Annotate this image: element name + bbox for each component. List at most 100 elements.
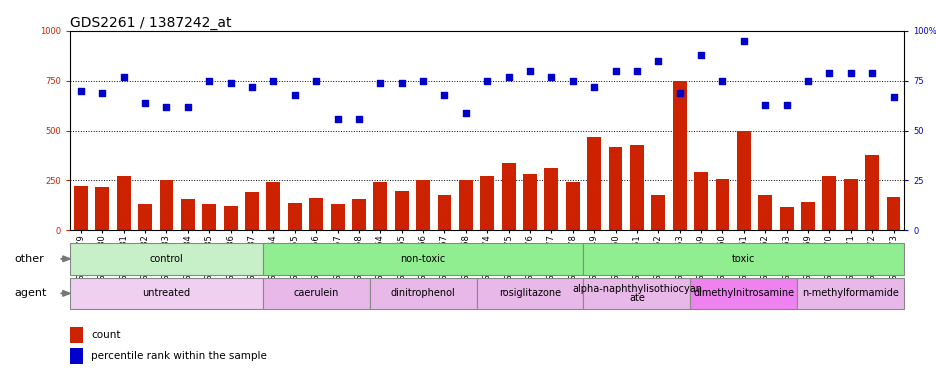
Bar <box>629 144 643 230</box>
Text: caerulein: caerulein <box>293 288 339 298</box>
Bar <box>822 177 836 230</box>
Bar <box>224 207 238 230</box>
Bar <box>309 199 323 230</box>
Point <box>799 78 814 84</box>
Point <box>159 104 174 110</box>
Text: other: other <box>14 254 44 264</box>
Bar <box>583 243 903 275</box>
Text: untreated: untreated <box>142 288 190 298</box>
Point <box>73 88 88 94</box>
Text: toxic: toxic <box>731 254 754 264</box>
Bar <box>672 81 686 230</box>
Point <box>116 74 131 80</box>
Point <box>95 89 110 96</box>
Bar <box>651 195 665 230</box>
Bar <box>394 192 408 230</box>
Bar <box>70 348 82 364</box>
Text: non-toxic: non-toxic <box>400 254 446 264</box>
Bar <box>373 182 387 230</box>
Point <box>308 78 323 84</box>
Bar <box>202 204 216 230</box>
Point <box>671 89 686 96</box>
Text: GDS2261 / 1387242_at: GDS2261 / 1387242_at <box>70 16 231 30</box>
Text: agent: agent <box>14 288 47 298</box>
Bar <box>287 204 301 230</box>
Text: alpha-naphthylisothiocyan
ate: alpha-naphthylisothiocyan ate <box>571 284 701 303</box>
Bar <box>262 243 583 275</box>
Point <box>479 78 494 84</box>
Point <box>885 94 900 100</box>
Text: n-methylformamide: n-methylformamide <box>801 288 899 298</box>
Bar <box>266 182 280 230</box>
Bar <box>736 131 750 230</box>
Bar <box>70 327 82 343</box>
Bar <box>800 202 814 230</box>
Bar <box>369 278 476 309</box>
Bar <box>181 199 195 230</box>
Bar <box>138 204 152 230</box>
Point <box>266 78 281 84</box>
Text: control: control <box>150 254 183 264</box>
Point <box>223 79 238 86</box>
Bar <box>352 199 365 230</box>
Point <box>693 51 708 58</box>
Point <box>757 101 772 108</box>
Point <box>842 70 857 76</box>
Point <box>351 116 366 122</box>
Point <box>714 78 729 84</box>
Text: dinitrophenol: dinitrophenol <box>390 288 455 298</box>
Bar <box>757 195 771 230</box>
Point <box>436 91 451 98</box>
Point <box>287 91 302 98</box>
Bar <box>416 180 430 230</box>
Bar <box>459 180 473 230</box>
Text: dimethylnitrosamine: dimethylnitrosamine <box>693 288 794 298</box>
Point <box>778 101 793 108</box>
Bar <box>501 162 515 230</box>
Bar <box>74 187 88 230</box>
Bar <box>583 278 690 309</box>
Point <box>736 38 751 44</box>
Bar <box>544 169 558 230</box>
Point <box>629 68 644 74</box>
Point <box>201 78 216 84</box>
Bar <box>779 207 793 230</box>
Bar <box>245 192 258 230</box>
Bar <box>797 278 903 309</box>
Point <box>501 74 516 80</box>
Point <box>543 74 558 80</box>
Point <box>864 70 879 76</box>
Bar <box>565 182 579 230</box>
Bar <box>885 197 899 230</box>
Point <box>181 104 196 110</box>
Bar <box>117 177 130 230</box>
Point <box>416 78 431 84</box>
Point <box>651 58 665 64</box>
Bar <box>70 278 262 309</box>
Bar <box>587 137 601 230</box>
Point <box>244 84 259 90</box>
Bar <box>159 180 173 230</box>
Bar <box>330 204 344 230</box>
Bar <box>690 278 797 309</box>
Point <box>522 68 537 74</box>
Text: rosiglitazone: rosiglitazone <box>498 288 561 298</box>
Bar <box>694 172 708 230</box>
Bar <box>437 195 451 230</box>
Bar <box>70 243 262 275</box>
Text: percentile rank within the sample: percentile rank within the sample <box>91 351 267 361</box>
Point <box>821 70 836 76</box>
Point <box>329 116 344 122</box>
Point <box>138 99 153 106</box>
Point <box>373 79 388 86</box>
Bar <box>95 187 110 230</box>
Bar <box>480 177 493 230</box>
Bar <box>262 278 369 309</box>
Point <box>394 79 409 86</box>
Bar <box>843 179 856 230</box>
Point <box>458 109 473 116</box>
Bar <box>864 154 878 230</box>
Bar <box>476 278 583 309</box>
Point <box>564 78 579 84</box>
Text: count: count <box>91 331 121 341</box>
